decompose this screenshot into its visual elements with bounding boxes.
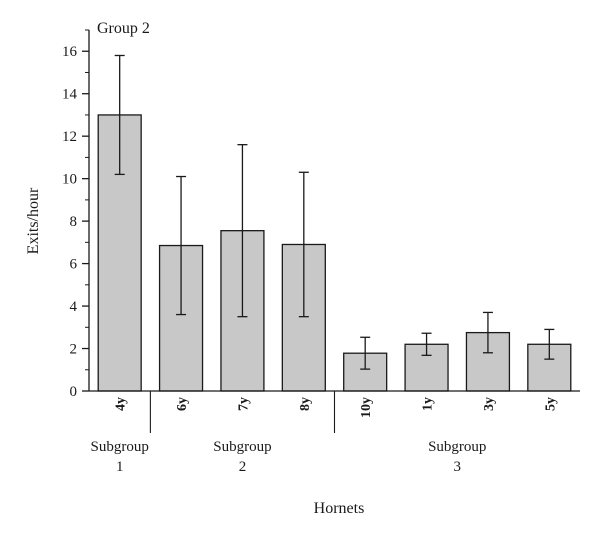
category-label: 5y — [543, 397, 558, 411]
y-tick-label: 16 — [62, 44, 78, 60]
y-tick-label: 12 — [62, 129, 77, 145]
x-axis-title: Hornets — [314, 500, 365, 517]
category-label: 1y — [421, 397, 436, 411]
y-tick-label: 8 — [70, 214, 78, 230]
bars-group — [97, 54, 572, 392]
category-label: 4y — [114, 397, 129, 411]
subgroup-number: 3 — [454, 459, 462, 475]
x-axis: 4y 6y 7y 8y 10y 1y 3y 5y Subgroup 1 Subgroup 2 Subgr… — [89, 390, 580, 475]
category-label: 10y — [359, 397, 374, 418]
y-tick-label: 6 — [70, 257, 78, 273]
category-label: 8y — [298, 397, 313, 411]
y-tick-label: 2 — [70, 342, 78, 358]
subgroup-number: 1 — [116, 459, 124, 475]
category-label: 3y — [482, 397, 497, 411]
subgroup-label: Subgroup — [91, 439, 149, 455]
y-axis-title: Exits/hour — [25, 187, 42, 254]
subgroup-label: Subgroup — [213, 439, 271, 455]
category-label: 6y — [175, 397, 190, 411]
y-axis: 0 2 4 6 8 10 12 14 16 — [62, 29, 90, 400]
y-tick-label: 10 — [62, 172, 77, 188]
y-tick-label: 14 — [62, 87, 78, 103]
chart-title: Group 2 — [97, 20, 150, 37]
category-label: 7y — [236, 397, 251, 411]
subgroup-number: 2 — [239, 459, 247, 475]
subgroup-label: Subgroup — [428, 439, 486, 455]
y-tick-label: 4 — [70, 299, 78, 315]
y-tick-label: 0 — [70, 384, 78, 400]
